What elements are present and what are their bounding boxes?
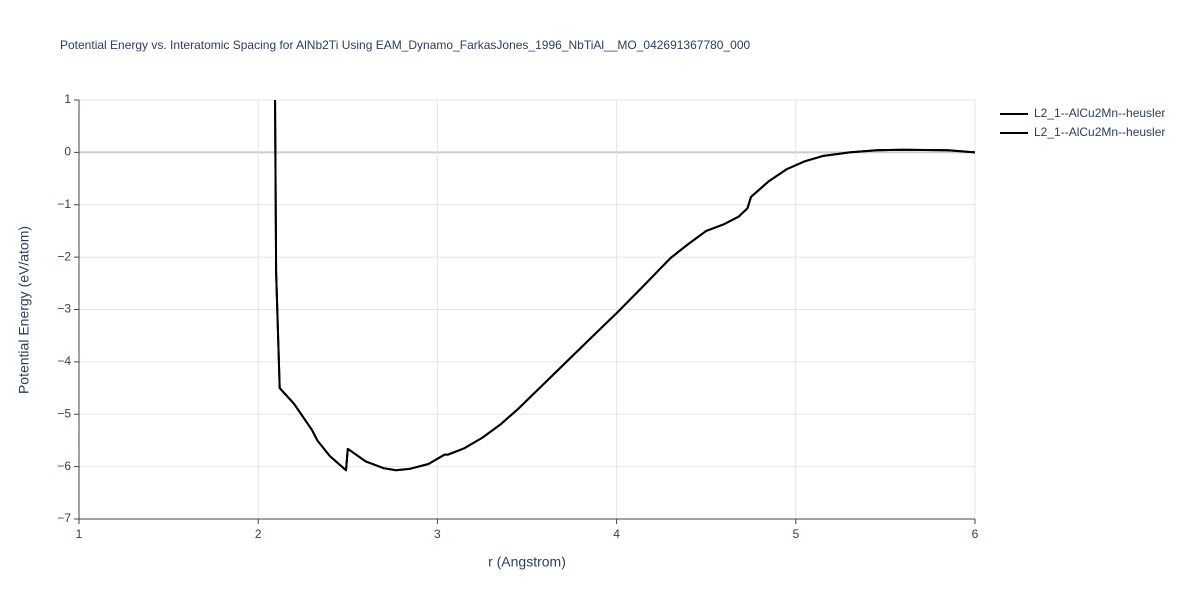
y-tick-label: 0 [64, 145, 71, 159]
y-tick-label: −1 [57, 197, 71, 211]
x-tick-label: 5 [792, 527, 799, 541]
y-tick-label: −3 [57, 302, 71, 316]
legend-label: L2_1--AlCu2Mn--heusler [1034, 125, 1165, 139]
x-tick-label: 3 [434, 527, 441, 541]
y-tick-label: −5 [57, 406, 71, 420]
x-tick-label: 1 [76, 527, 83, 541]
x-tick-label: 4 [613, 527, 620, 541]
x-tick-label: 2 [255, 527, 262, 541]
data-line [274, 99, 976, 472]
y-tick-label: −4 [57, 354, 71, 368]
y-tick-label: −2 [57, 249, 71, 263]
x-axis-title: r (Angstrom) [488, 554, 566, 570]
x-tick-label: 6 [972, 527, 979, 541]
y-tick-label: −6 [57, 459, 71, 473]
y-tick-label: 1 [64, 92, 71, 106]
legend-label: L2_1--AlCu2Mn--heusler [1034, 106, 1165, 120]
y-tick-label: −7 [57, 511, 71, 525]
y-axis-title: Potential Energy (eV/atom) [16, 226, 32, 394]
chart-title: Potential Energy vs. Interatomic Spacing… [60, 38, 750, 52]
